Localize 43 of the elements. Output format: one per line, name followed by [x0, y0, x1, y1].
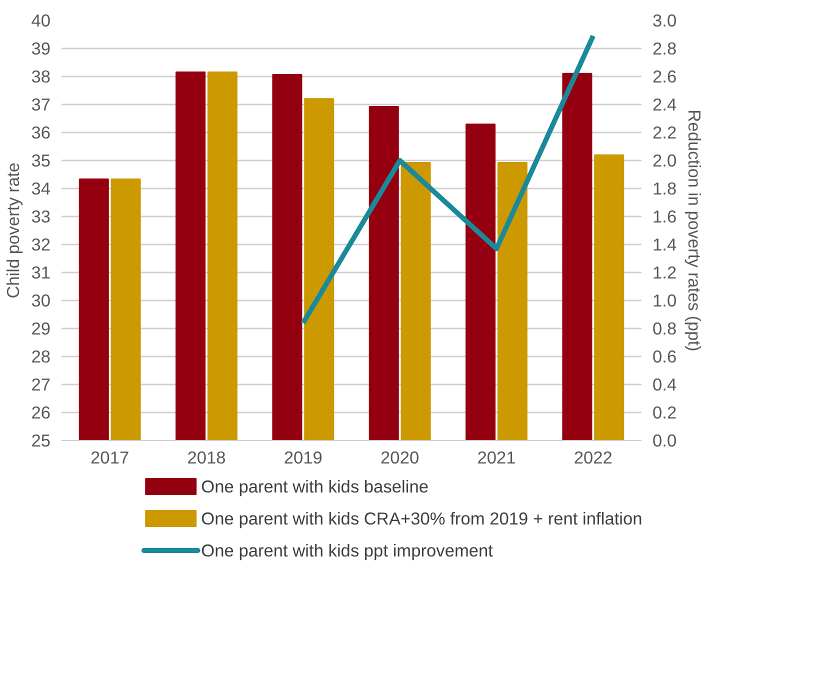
y2-tick-label: 0.2	[652, 402, 677, 422]
y2-tick-label: 1.6	[652, 206, 677, 226]
y-tick-label: 25	[31, 430, 51, 450]
y2-tick-label: 1.0	[652, 290, 677, 310]
x-tick-label: 2020	[380, 448, 420, 468]
x-tick-label: 2018	[187, 448, 226, 468]
x-tick-label: 2022	[574, 448, 612, 468]
y-tick-label: 35	[31, 150, 51, 170]
legend-label: One parent with kids CRA+30% from 2019 + rent inflation	[201, 508, 642, 528]
y2-tick-label: 2.8	[652, 38, 677, 58]
y-tick-label: 39	[31, 38, 51, 58]
y2-tick-label: 2.4	[652, 94, 677, 114]
y-tick-label: 33	[31, 206, 51, 226]
y-tick-label: 26	[31, 402, 51, 422]
x-tick-label: 2017	[90, 448, 130, 468]
y2-tick-label: 2.0	[652, 150, 677, 170]
y2-axis-title: Reduction in poverty rates (ppt)	[684, 110, 705, 352]
y-tick-label: 40	[31, 10, 51, 30]
y-tick-label: 30	[31, 290, 51, 310]
y2-tick-label: 2.2	[652, 122, 677, 142]
y2-tick-label: 3.0	[652, 10, 677, 30]
y2-tick-label: 1.8	[652, 178, 677, 198]
y2-tick-label: 0.8	[652, 318, 677, 338]
legend-label: One parent with kids baseline	[201, 476, 428, 496]
y-tick-label: 28	[31, 346, 51, 366]
y-tick-label: 36	[31, 122, 51, 142]
y-axis-title: Child poverty rate	[3, 162, 24, 298]
y2-tick-label: 0.0	[652, 430, 677, 450]
y-tick-label: 27	[31, 374, 51, 394]
y-tick-label: 38	[31, 66, 51, 86]
legend-label: One parent with kids ppt improvement	[201, 540, 494, 560]
y-tick-label: 29	[31, 318, 51, 338]
y2-tick-label: 1.2	[652, 262, 677, 282]
y-tick-label: 37	[31, 94, 51, 114]
y2-tick-label: 0.4	[652, 374, 677, 394]
y2-tick-label: 0.6	[652, 346, 677, 366]
x-tick-label: 2019	[284, 448, 322, 468]
y-tick-label: 32	[31, 234, 51, 254]
y2-tick-label: 1.4	[652, 234, 677, 254]
y-tick-label: 34	[31, 178, 51, 198]
y2-tick-label: 2.6	[652, 66, 677, 86]
x-tick-label: 2021	[477, 448, 516, 468]
y-tick-label: 31	[31, 262, 51, 282]
